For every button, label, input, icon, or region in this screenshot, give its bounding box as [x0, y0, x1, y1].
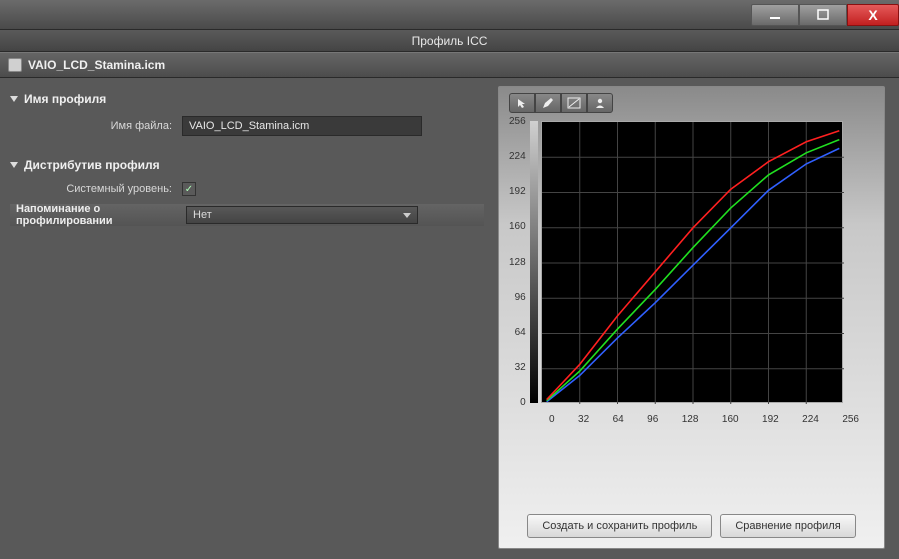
chart-panel: 2562241921601289664320 03264961281601922…	[498, 86, 885, 549]
profile-filename: VAIO_LCD_Stamina.icm	[28, 58, 165, 72]
gradient-bar	[530, 121, 538, 403]
chevron-down-icon	[10, 162, 18, 168]
tool-person-icon[interactable]	[587, 93, 613, 113]
tool-curve-icon[interactable]	[561, 93, 587, 113]
system-level-label: Системный уровень:	[14, 183, 182, 195]
chart-toolbar	[509, 93, 874, 113]
dialog-title: Профиль ICC	[0, 30, 899, 52]
y-axis: 2562241921601289664320	[509, 116, 530, 408]
minimize-button[interactable]	[751, 4, 799, 26]
titlebar: X	[0, 0, 899, 30]
maximize-button[interactable]	[799, 4, 847, 26]
chart-area: 2562241921601289664320	[509, 121, 874, 408]
chevron-down-icon	[10, 96, 18, 102]
filename-input[interactable]	[182, 116, 422, 136]
section-title: Дистрибутив профиля	[24, 158, 160, 172]
settings-panel: Имя профиля Имя файла: Дистрибутив профи…	[0, 78, 494, 559]
window-controls: X	[751, 4, 899, 26]
action-buttons: Создать и сохранить профиль Сравнение пр…	[509, 504, 874, 538]
section-distribution[interactable]: Дистрибутив профиля	[10, 158, 484, 172]
tool-pointer-icon[interactable]	[509, 93, 535, 113]
filename-label: Имя файла:	[14, 120, 182, 132]
reminder-row: Напоминание о профилировании Нет	[10, 204, 484, 226]
curve-plot	[541, 121, 843, 403]
create-save-button[interactable]: Создать и сохранить профиль	[527, 514, 712, 538]
section-profile-name[interactable]: Имя профиля	[10, 92, 484, 106]
x-axis: 0326496128160192224256	[549, 414, 859, 425]
section-title: Имя профиля	[24, 92, 106, 106]
dropdown-value: Нет	[193, 209, 212, 221]
file-header: VAIO_LCD_Stamina.icm	[0, 52, 899, 78]
compare-button[interactable]: Сравнение профиля	[720, 514, 855, 538]
system-level-checkbox[interactable]: ✓	[182, 182, 196, 196]
profile-file-icon	[8, 58, 22, 72]
chevron-down-icon	[403, 213, 411, 218]
reminder-label: Напоминание о профилировании	[16, 203, 186, 227]
tool-pen-icon[interactable]	[535, 93, 561, 113]
reminder-dropdown[interactable]: Нет	[186, 206, 418, 224]
close-button[interactable]: X	[847, 4, 899, 26]
